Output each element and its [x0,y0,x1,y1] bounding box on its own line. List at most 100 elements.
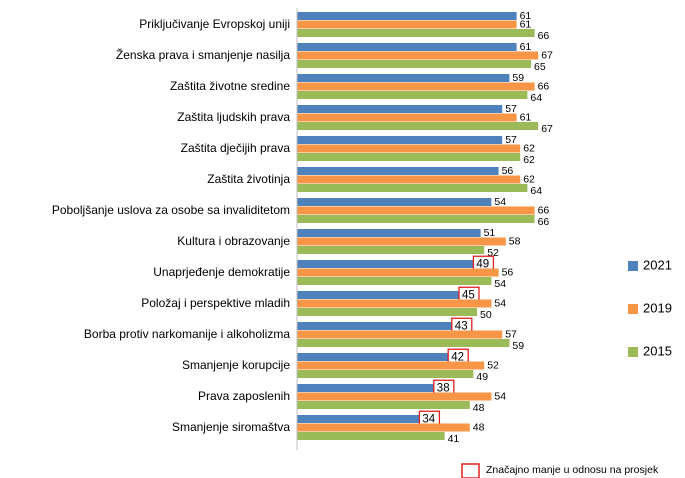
value-label: 67 [541,50,553,62]
legend-swatch [628,304,638,314]
value-label: 62 [523,174,535,186]
bar [297,215,535,223]
bar [297,392,492,401]
legend-label: 2019 [643,300,672,315]
value-label: 57 [505,134,517,146]
category-label: Priključivanje Evropskoj uniji [139,17,290,31]
bar [297,299,492,308]
category-label: Zaštita dječijih prava [181,141,291,155]
bar [297,246,485,254]
category-label: Zaštita životne sredine [170,79,290,93]
value-label: 52 [487,360,499,372]
bar [297,370,474,378]
category-label: Borba protiv narkomanije i alkoholizma [84,327,290,341]
value-label: 56 [502,165,514,177]
bar [297,20,517,29]
bar [297,268,499,277]
bar [297,144,521,153]
bar [297,415,420,423]
bar [297,206,535,215]
bar [297,260,474,268]
highlight-note: Značajno manje u odnosu na prosjek [486,464,659,476]
value-label: 54 [494,391,506,403]
value-label: 52 [487,247,499,259]
value-label: 48 [473,422,485,434]
legend-label: 2021 [643,257,672,272]
value-label: 57 [505,103,517,115]
value-label: 62 [523,143,535,155]
category-label: Poboljšanje uslova za osobe sa invalidit… [52,203,290,217]
bar [297,330,503,339]
value-label: 61 [520,41,532,53]
category-label: Položaj i perspektive mladih [141,296,290,310]
bar [297,122,539,130]
value-label: 48 [473,402,485,414]
value-label: 64 [530,92,542,104]
value-label: 45 [462,289,475,301]
bar [297,51,539,60]
bar [297,74,510,82]
bar [297,308,477,316]
value-label: 50 [480,309,492,321]
value-label: 49 [476,371,488,383]
value-label: 66 [538,30,550,42]
bar [297,91,528,99]
category-label: Kultura i obrazovanje [177,234,290,248]
category-label: Zaštita životinja [207,172,290,186]
bar [297,353,449,361]
value-label: 34 [422,413,435,425]
bar [297,339,510,347]
value-label: 51 [484,227,496,239]
value-label: 66 [538,81,550,93]
value-label: 59 [512,72,524,84]
legend-swatch [628,261,638,271]
bar [297,384,434,392]
value-label: 49 [476,258,489,270]
bar [297,361,485,370]
bar [297,153,521,161]
category-label: Prava zaposlenih [198,389,290,403]
bar [297,167,499,175]
value-label: 41 [448,433,460,445]
bar [297,136,503,144]
value-label: 62 [523,154,535,166]
category-label: Ženska prava i smanjenje nasilja [116,47,290,62]
value-label: 59 [512,340,524,352]
legend-label: 2015 [643,343,672,358]
bar [297,105,503,113]
bar [297,198,492,206]
bar [297,184,528,192]
bar [297,229,481,237]
value-label: 64 [530,185,542,197]
value-label: 54 [494,298,506,310]
bar [297,291,459,299]
bar [297,401,470,409]
value-label: 56 [502,267,514,279]
value-label: 67 [541,123,553,135]
value-label: 65 [534,61,546,73]
bar [297,423,470,432]
bar [297,82,535,91]
bar [297,277,492,285]
value-label: 57 [505,329,517,341]
value-label: 66 [538,205,550,217]
category-label: Unaprjeđenje demokratije [153,265,290,279]
value-label: 66 [538,216,550,228]
bar [297,113,517,122]
value-label: 43 [455,320,468,332]
value-label: 61 [520,112,532,124]
bar [297,12,517,20]
legend-swatch [628,347,638,357]
category-label: Smanjenje korupcije [182,358,290,372]
category-label: Smanjenje siromaštva [172,420,290,434]
value-label: 61 [520,19,532,31]
bar [297,432,445,440]
category-label: Zaštita ljudskih prava [177,110,290,124]
bar [297,175,521,184]
bar [297,322,452,330]
bar [297,43,517,51]
bar [297,29,535,37]
value-label: 54 [494,278,506,290]
value-label: 54 [494,196,506,208]
